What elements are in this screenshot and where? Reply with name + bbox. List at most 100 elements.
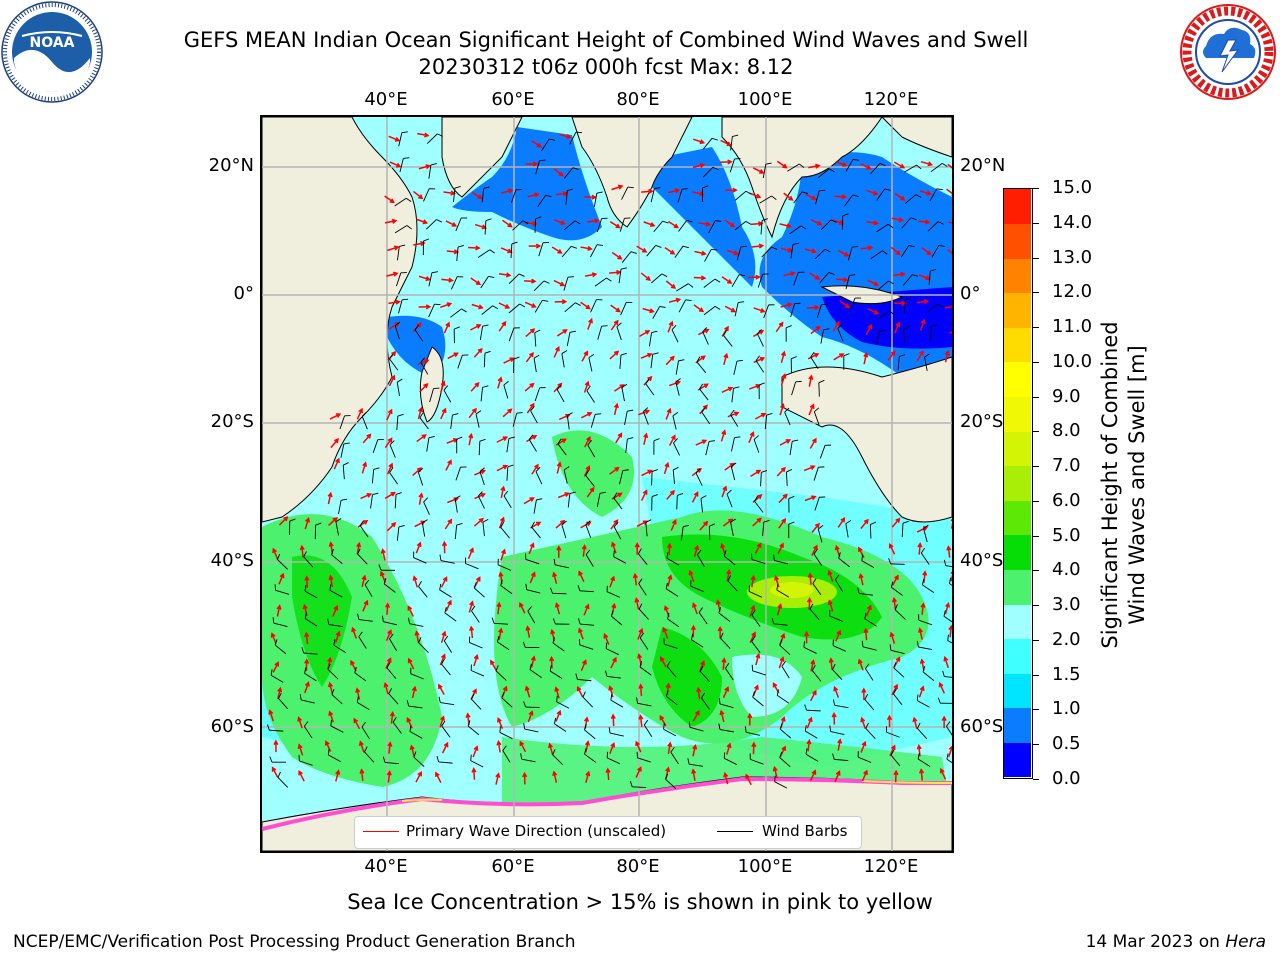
wind-barb [690,585,704,593]
wind-barb-flag [422,519,428,524]
wind-barb-flag [520,753,523,760]
wave-arrow-head [756,517,762,523]
wave-arrow [327,493,332,505]
wave-arrow [666,490,675,500]
wave-arrow-head [873,281,880,286]
wind-barb-flag [889,310,895,315]
wave-arrow-head [863,351,869,358]
wave-arrow [384,195,395,203]
wave-arrow-head [688,569,694,576]
wave-arrow [556,329,567,337]
wave-arrow [780,247,792,252]
wind-barb [502,750,511,763]
wave-arrow-head [586,436,591,442]
wave-arrow [811,523,820,533]
wind-barb [672,469,675,484]
wind-barb-flag [575,673,578,680]
wave-arrow-head [662,626,668,633]
wave-arrow [356,408,363,420]
wind-barb [426,437,430,452]
wind-barb [392,722,402,734]
wind-barb [645,383,655,396]
wind-barb-flag [588,353,595,359]
wave-arrow-head [499,516,505,522]
wave-arrow-head [529,402,535,409]
wind-barb-flag [418,637,422,643]
wave-arrow-head [587,245,593,251]
wave-arrow [808,404,815,416]
wind-barb [420,362,429,375]
wave-arrow [526,403,535,414]
wind-barb [944,676,952,678]
wind-barb-flag [364,579,370,585]
wind-barb-flag [340,498,348,501]
wave-arrow-head [917,627,923,633]
wind-barb [512,413,518,427]
wind-barb [673,442,681,456]
wind-barb-flag [942,670,945,677]
wave-arrow [693,276,705,279]
wind-barb-flag [834,574,840,580]
wind-barb-flag [702,327,708,333]
wave-arrow-head [772,765,778,772]
wave-arrow-head [893,683,898,690]
wave-arrow [640,272,651,281]
wave-arrow-head [642,248,648,253]
wave-arrow [939,683,946,694]
wave-arrow [692,769,696,781]
wave-arrow [858,547,865,558]
wave-arrow [751,244,763,248]
wave-arrow [695,439,707,446]
wave-arrow [809,573,812,585]
wave-arrow [418,493,423,505]
wave-arrow [585,741,589,753]
wave-arrow [667,321,673,333]
colorbar-tick-mark [1033,535,1039,537]
wave-arrow [692,138,704,144]
wind-barb-flag [552,749,556,756]
wave-arrow-head [423,383,429,389]
wave-arrow [949,626,952,638]
colorbar-tick-label: 2.0 [1052,628,1081,650]
wave-arrow [353,718,361,730]
wind-barb [389,358,399,371]
colorbar-tick-mark [1033,257,1039,259]
wave-arrow [328,711,335,723]
wind-barb-flag [595,413,602,415]
wave-arrow [777,543,784,555]
wave-arrow-head [586,521,592,527]
wave-arrow-head [634,597,640,603]
wave-arrow-head [922,570,928,576]
wind-barb-flag [627,186,634,189]
wave-arrow-head [416,541,422,547]
wave-arrow-head [297,716,303,722]
wind-barb [785,471,788,486]
wave-arrow-head [469,547,474,553]
wind-barb-flag [620,267,627,270]
wind-barb-flag [613,521,619,528]
wave-arrow-head [529,542,535,548]
wave-arrow [780,351,786,363]
wind-barb-flag [645,378,650,385]
wave-arrow [474,470,485,476]
wave-arrow [950,574,952,582]
wind-barb [920,552,930,565]
wave-arrow-head [924,219,931,225]
wave-arrow [834,771,841,782]
wind-barb-flag [723,752,726,759]
wave-arrow [580,301,591,310]
wave-arrow [698,661,705,673]
wave-arrow-head [497,717,502,723]
wind-barb-flag [431,271,438,274]
wave-arrow [940,768,947,780]
wind-barb-flag [779,751,783,758]
wave-arrow-head [583,350,589,356]
wave-arrow [271,767,279,778]
wave-arrow [390,712,394,724]
wind-barb [865,668,874,681]
wave-arrow [555,520,565,529]
wind-barb-flag [613,550,615,557]
wave-arrow-head [835,320,840,327]
wave-arrow-head [660,656,665,662]
wave-arrow-head [591,272,598,278]
